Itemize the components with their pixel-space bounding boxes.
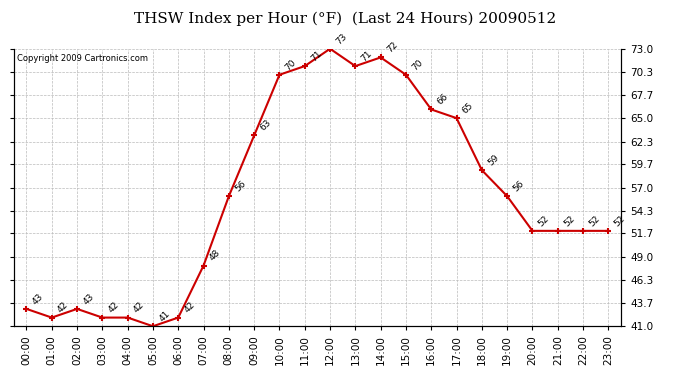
Text: 71: 71	[309, 49, 324, 63]
Text: 41: 41	[157, 309, 172, 324]
Text: 72: 72	[385, 40, 400, 55]
Text: 59: 59	[486, 153, 500, 167]
Text: 43: 43	[81, 292, 96, 306]
Text: 73: 73	[334, 32, 348, 46]
Text: 52: 52	[587, 214, 602, 228]
Text: 42: 42	[56, 300, 70, 315]
Text: 52: 52	[613, 214, 627, 228]
Text: 66: 66	[435, 92, 450, 106]
Text: Copyright 2009 Cartronics.com: Copyright 2009 Cartronics.com	[17, 54, 148, 63]
Text: 70: 70	[284, 57, 298, 72]
Text: 42: 42	[106, 300, 121, 315]
Text: THSW Index per Hour (°F)  (Last 24 Hours) 20090512: THSW Index per Hour (°F) (Last 24 Hours)…	[134, 11, 556, 26]
Text: 43: 43	[30, 292, 45, 306]
Text: 71: 71	[359, 49, 374, 63]
Text: 56: 56	[233, 179, 248, 194]
Text: 70: 70	[410, 57, 424, 72]
Text: 52: 52	[562, 214, 576, 228]
Text: 42: 42	[132, 300, 146, 315]
Text: 63: 63	[258, 118, 273, 133]
Text: 56: 56	[511, 179, 526, 194]
Text: 42: 42	[182, 300, 197, 315]
Text: 65: 65	[461, 101, 475, 116]
Text: 52: 52	[537, 214, 551, 228]
Text: 48: 48	[208, 248, 222, 263]
